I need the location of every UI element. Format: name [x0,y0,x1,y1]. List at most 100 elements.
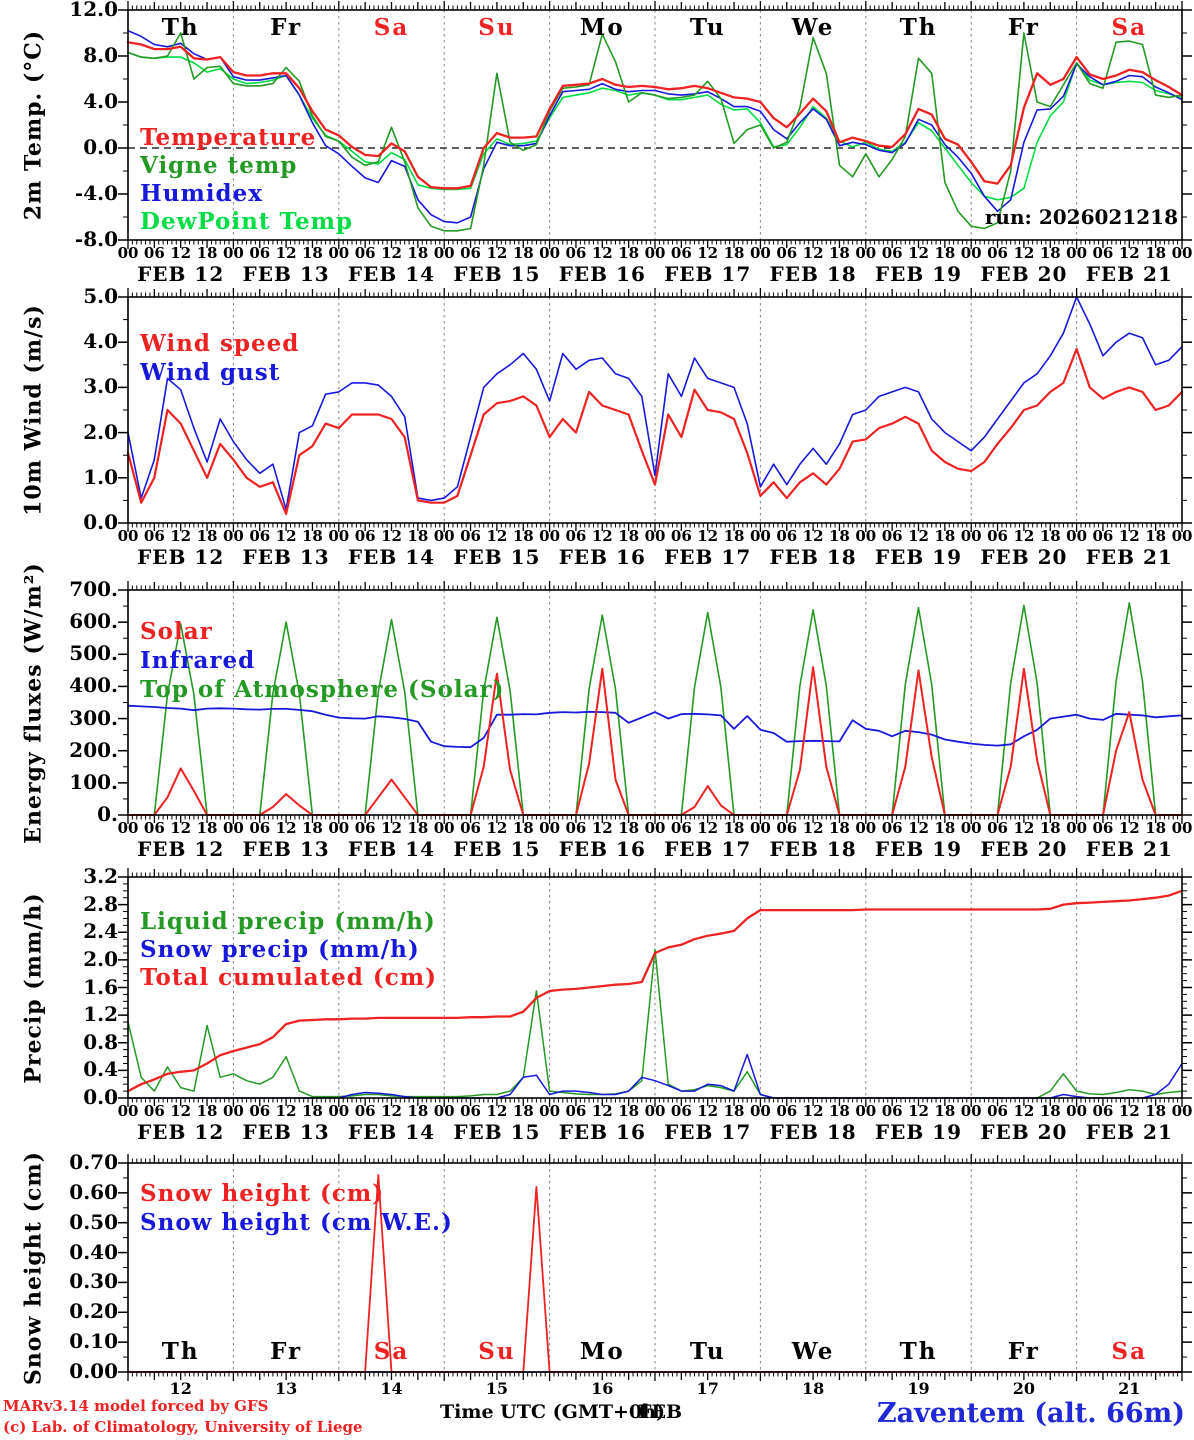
legend-snow-height-cm: Snow height (cm) [140,1180,385,1207]
x-hour-label: 00 [328,527,350,545]
x-day-number: 13 [274,1379,298,1398]
legend-total-cumulated-cm: Total cumulated (cm) [140,964,437,991]
x-hour-label: 06 [670,527,692,545]
x-date-label: FEB 17 [664,837,752,861]
x-hour-label: 12 [170,819,192,837]
x-hour-label: 06 [565,819,587,837]
x-hour-label: 06 [565,527,587,545]
x-hour-label: 00 [749,527,771,545]
day-name-label: Tu [689,1338,726,1365]
x-hour-label: 06 [881,527,903,545]
model-credit: MARv3.14 model forced by GFS [3,1397,269,1415]
x-hour-label: 00 [1171,244,1193,262]
legend-wind-speed: Wind speed [140,330,300,357]
x-hour-label: 18 [1145,1102,1167,1120]
x-hour-label: 00 [117,527,139,545]
x-hour-label: 00 [1066,1102,1088,1120]
y-tick-label: 0.40 [69,1239,118,1264]
x-hour-label: 06 [565,244,587,262]
x-date-label: FEB 14 [347,1120,436,1144]
x-hour-label: 00 [222,819,244,837]
x-date-label: FEB 12 [137,1120,225,1144]
x-hour-label: 12 [908,1102,929,1120]
y-tick-label: 0.70 [69,1150,118,1174]
x-date-label: FEB 12 [137,545,225,569]
y-tick-label: 0.4 [83,1057,118,1082]
x-day-number: 14 [380,1379,403,1398]
x-hour-label: 12 [802,1102,824,1120]
x-hour-label: 18 [407,819,429,837]
y-tick-label: 8.0 [83,43,118,67]
x-date-label: FEB 12 [137,837,225,861]
x-hour-label: 06 [460,819,481,837]
x-hour-label: 06 [143,819,165,837]
day-name-label: Su [478,1338,516,1365]
x-hour-label: 00 [539,1102,561,1120]
x-hour-label: 18 [829,819,850,837]
y-tick-label: 12.0 [69,0,118,21]
x-hour-label: 00 [539,819,561,837]
x-hour-label: 12 [908,244,929,262]
x-hour-label: 06 [143,527,165,545]
x-date-label: FEB 17 [664,1120,752,1144]
x-hour-label: 00 [539,244,561,262]
x-hour-label: 00 [855,527,877,545]
legend-dewpoint-temp: DewPoint Temp [140,208,354,235]
day-name-label: Su [478,14,516,41]
x-hour-label: 06 [143,1102,165,1120]
x-hour-label: 00 [749,819,771,837]
y-tick-label: 4.0 [83,329,118,354]
x-hour-label: 12 [275,527,297,545]
x-hour-label: 18 [934,819,956,837]
x-hour-label: 06 [354,1102,376,1120]
x-hour-label: 18 [618,527,640,545]
x-hour-label: 06 [987,819,1008,837]
y-tick-label: 0.00 [69,1359,118,1383]
x-hour-label: 06 [881,244,903,262]
x-hour-label: 06 [987,527,1008,545]
x-hour-label: 12 [697,244,719,262]
x-axis-title: Time UTC (GMT+0h) [440,1401,665,1423]
x-hour-label: 00 [960,244,982,262]
x-hour-label: 00 [855,244,877,262]
x-hour-label: 18 [618,1102,640,1120]
x-hour-label: 18 [407,1102,429,1120]
y-tick-label: 0.0 [83,135,118,159]
x-day-number: 17 [696,1379,719,1398]
x-day-number: 12 [169,1379,192,1398]
x-hour-label: 06 [776,819,798,837]
x-hour-label: 18 [196,244,218,262]
y-tick-label: 2.0 [83,419,118,444]
x-hour-label: 00 [1171,819,1193,837]
day-name-label: Tu [689,14,726,41]
x-hour-label: 12 [908,527,929,545]
x-hour-label: 18 [512,244,534,262]
x-date-label: FEB 19 [874,837,963,861]
y-tick-label: 0.0 [83,1085,118,1109]
x-hour-label: 06 [1092,527,1114,545]
x-hour-label: 18 [618,244,640,262]
x-hour-label: 18 [723,527,745,545]
x-hour-label: 18 [512,819,534,837]
day-name-label: Fr [1007,1338,1040,1365]
day-name-label: Sa [373,1338,410,1365]
x-hour-label: 18 [1039,527,1061,545]
x-hour-label: 18 [1039,1102,1061,1120]
x-date-label: FEB 18 [769,262,857,286]
x-hour-label: 06 [143,244,165,262]
x-hour-label: 12 [697,527,719,545]
x-date-label: FEB 19 [874,262,963,286]
y-axis-title: 10m Wind (m/s) [20,304,47,516]
x-hour-label: 06 [249,527,271,545]
x-date-label: FEB 14 [347,262,436,286]
y-tick-label: 1.0 [83,464,118,489]
x-hour-label: 18 [302,819,323,837]
x-date-label: FEB 16 [558,545,646,569]
x-hour-label: 06 [987,1102,1008,1120]
x-hour-label: 12 [486,819,508,837]
x-hour-label: 18 [934,527,956,545]
y-tick-label: 2.8 [83,891,118,916]
x-date-label: FEB 21 [1085,262,1173,286]
x-hour-label: 12 [170,1102,192,1120]
